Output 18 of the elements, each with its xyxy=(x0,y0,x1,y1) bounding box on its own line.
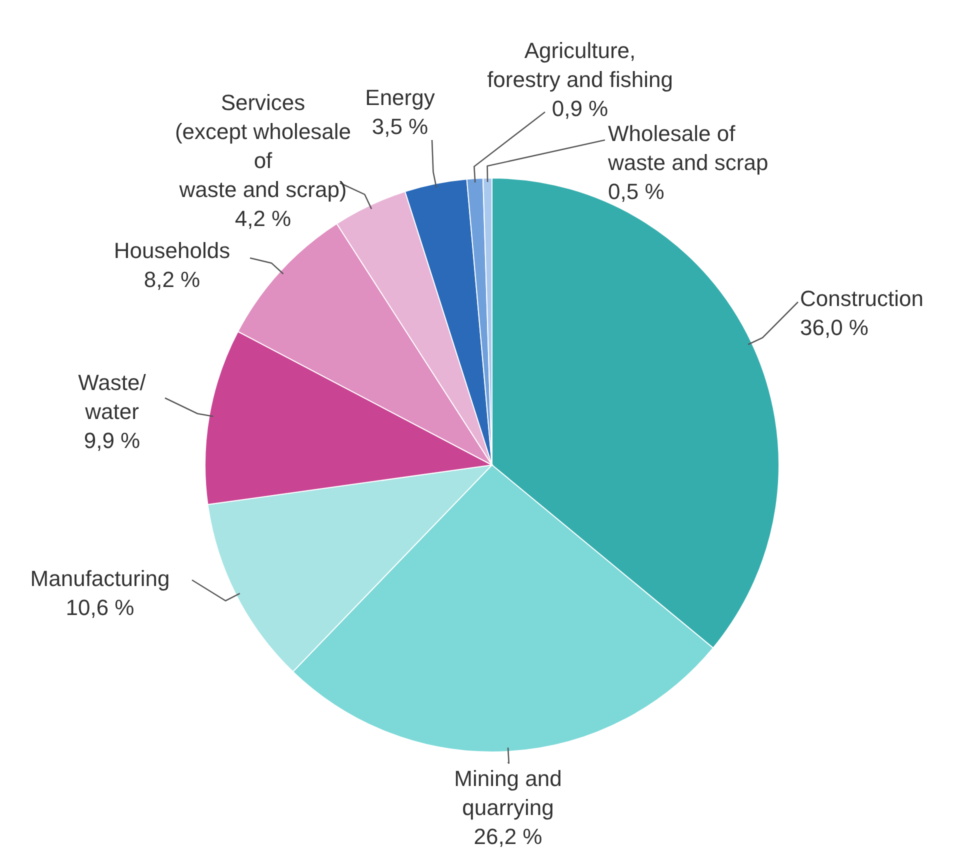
slice-label: Households xyxy=(114,238,230,263)
slice-label: Agriculture, forestry and fishing xyxy=(487,38,673,92)
data-label: 4,2 % xyxy=(234,206,292,231)
slice-label: Energy xyxy=(365,85,435,110)
data-label: 3,5 % xyxy=(372,114,428,139)
data-label: 0,5 % xyxy=(608,179,664,204)
data-label: 9,9 % xyxy=(84,428,140,453)
data-label: 26,2 % xyxy=(474,824,542,849)
slice-label: Waste/ water xyxy=(78,370,147,424)
data-label: 8,2 % xyxy=(144,267,200,292)
slice-label: Services (except wholesale of waste and scrap) xyxy=(174,90,352,202)
slice-label: Manufacturing xyxy=(30,566,170,591)
slice-label: Construction xyxy=(800,286,924,311)
data-label: 0,9 % xyxy=(552,96,608,121)
slice-label: Wholesale of waste and scrap xyxy=(607,121,768,175)
slice-label: Mining and quarrying xyxy=(454,766,562,820)
data-label: 10,6 % xyxy=(66,595,134,620)
data-label: 36,0 % xyxy=(800,315,868,340)
